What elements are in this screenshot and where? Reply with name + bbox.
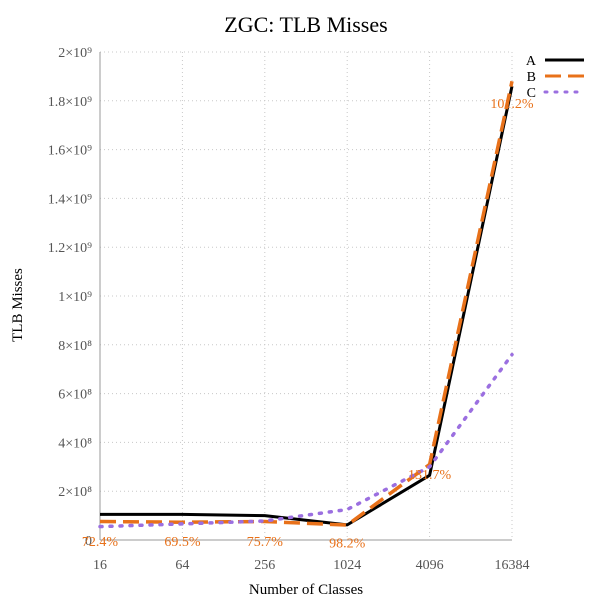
x-tick-label: 64 — [175, 558, 189, 573]
y-tick-label: 4×10⁸ — [58, 436, 92, 451]
y-tick-label: 1.6×10⁹ — [48, 144, 92, 159]
y-axis-label: TLB Misses — [10, 268, 26, 342]
data-label: 69.5% — [164, 535, 201, 550]
x-tick-label: 4096 — [416, 558, 444, 573]
y-tick-label: 6×10⁸ — [58, 388, 92, 403]
series-lines — [98, 80, 514, 529]
x-tick-label: 16384 — [495, 558, 530, 573]
y-tick-label: 0 — [85, 534, 92, 549]
series-line-b — [99, 80, 514, 527]
series-line-a — [100, 85, 514, 527]
axes: 16 64 256 1024 4096 16384 0 2×10⁸ 4×10⁸ 6×10⁸ 8×10… — [48, 46, 530, 573]
y-tick-label: 8×10⁸ — [58, 339, 92, 354]
x-tick-label: 1024 — [333, 558, 361, 573]
y-tick-label: 2×10⁸ — [58, 485, 92, 500]
legend-label: A — [526, 54, 537, 69]
y-tick-label: 2×10⁹ — [58, 46, 92, 61]
chart-title: ZGC: TLB Misses — [224, 12, 387, 37]
x-axis-label: Number of Classes — [249, 582, 363, 598]
annotations: 72.4% 69.5% 75.7% 98.2% 131.7% 101.2% — [82, 97, 534, 551]
grid — [99, 51, 513, 541]
data-label: 131.7% — [408, 468, 452, 483]
data-label: 98.2% — [329, 536, 366, 551]
y-tick-label: 1×10⁹ — [58, 290, 92, 305]
y-tick-label: 1.4×10⁹ — [48, 192, 92, 207]
legend-label: B — [527, 70, 536, 85]
legend-label: C — [527, 86, 536, 101]
legend: ABC — [526, 54, 586, 101]
y-tick-label: 1.8×10⁹ — [48, 95, 92, 110]
series-line-c — [98, 352, 514, 529]
x-tick-label: 16 — [93, 558, 107, 573]
data-label: 101.2% — [490, 97, 534, 112]
data-label: 72.4% — [82, 535, 119, 550]
x-tick-label: 256 — [254, 558, 275, 573]
y-tick-label: 1.2×10⁹ — [48, 241, 92, 256]
data-label: 75.7% — [247, 535, 284, 550]
